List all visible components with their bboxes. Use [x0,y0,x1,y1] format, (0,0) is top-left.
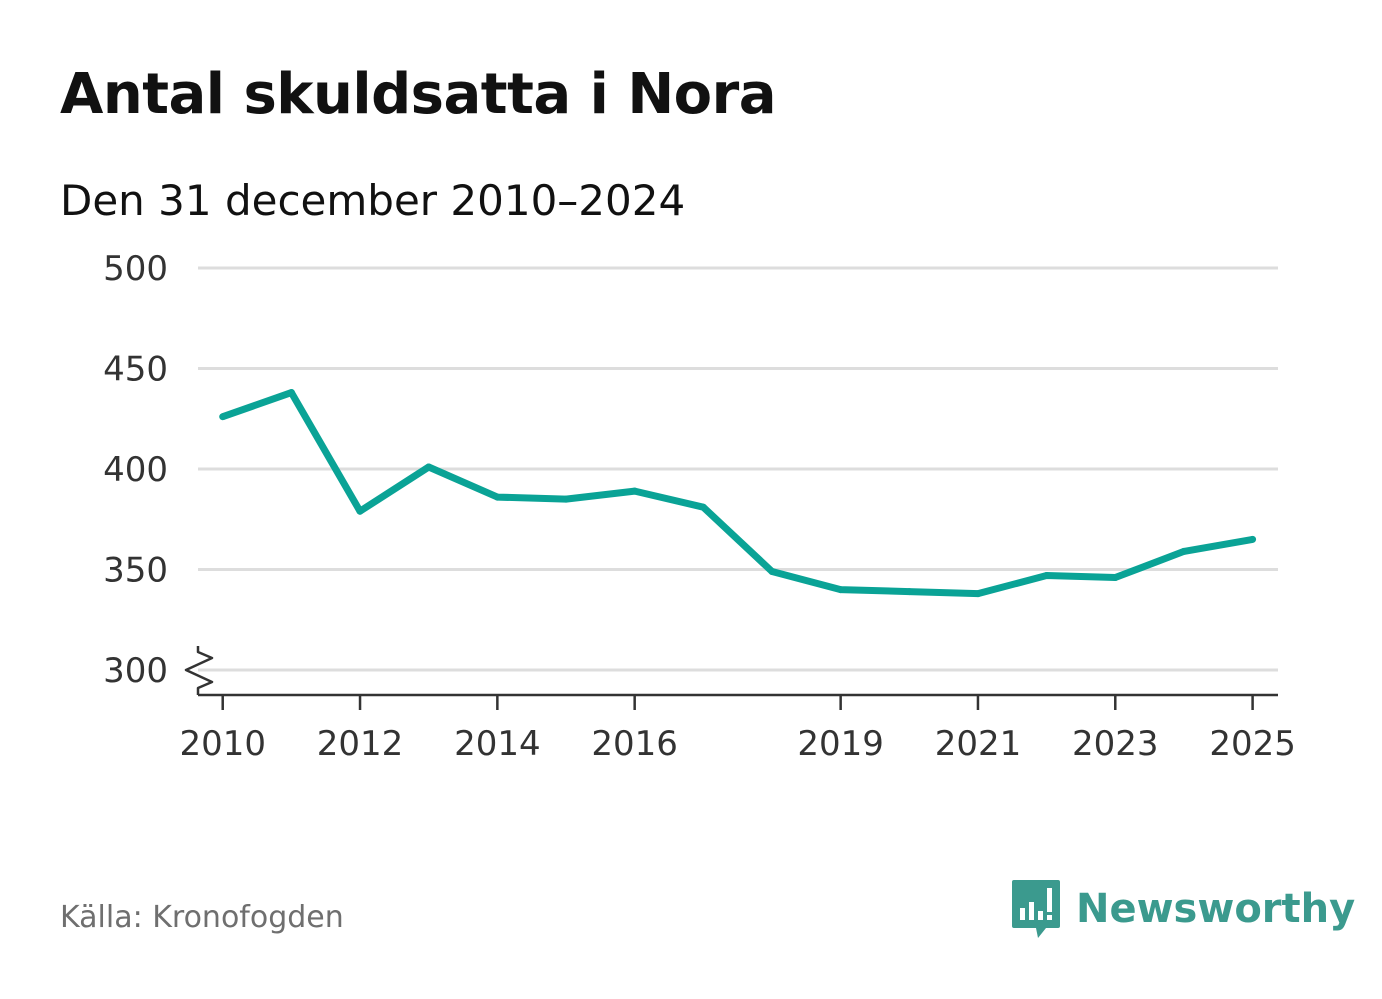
data-point [356,507,364,515]
data-point [905,588,913,596]
source-note: Källa: Kronofogden [60,900,344,935]
x-tick-label: 2016 [591,724,678,764]
data-point [562,495,570,503]
chart-subtitle: Den 31 december 2010–2024 [60,176,686,225]
data-point [699,503,707,511]
axis-break-icon [184,646,214,695]
y-tick-label: 450 [103,350,168,390]
series-line [221,389,1254,598]
y-tick-label: 500 [103,249,168,289]
data-point [425,463,433,471]
x-tick-label: 2021 [935,724,1022,764]
data-point [219,413,227,421]
brand-name: Newsworthy [1076,886,1356,932]
x-tick-label: 2012 [317,724,404,764]
data-point [493,493,501,501]
x-axis [184,646,1278,697]
data-point [1043,572,1051,579]
data-point [837,586,845,594]
x-tick-label: 2014 [454,724,541,764]
series-layer [219,389,1257,598]
y-tick-label: 350 [103,551,168,591]
x-tick-label: 2023 [1072,724,1159,764]
chart-title: Antal skuldsatta i Nora [60,62,777,127]
data-point [287,389,295,397]
y-tick-label: 400 [103,450,168,490]
x-tick-label: 2019 [797,724,884,764]
x-tick-label: 2010 [179,724,266,764]
gridlines [198,266,1278,672]
x-axis-ticks: 2010 2012 2014 2016 2019 2021 2023 2025 [179,695,1296,764]
x-tick-label: 2025 [1209,724,1296,764]
data-point [974,590,982,598]
newsworthy-logo-icon [1012,880,1060,938]
data-point [1249,535,1257,543]
data-point [1180,547,1188,555]
y-tick-label: 300 [103,651,168,691]
brand-logo: Newsworthy [1010,878,1355,940]
data-point [1111,574,1119,581]
data-point [631,487,639,495]
data-point [768,568,776,575]
y-axis-tick-labels: 300 350 400 450 500 [103,249,168,691]
